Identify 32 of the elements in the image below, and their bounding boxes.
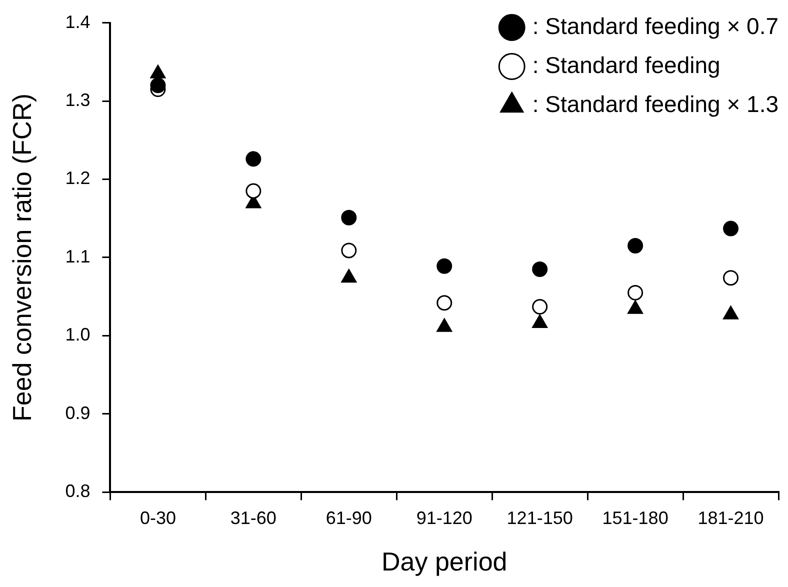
x-axis-title: Day period	[381, 546, 508, 577]
y-tick-label: 1.2	[65, 168, 90, 188]
point	[436, 258, 452, 274]
point	[628, 284, 644, 300]
point	[532, 261, 548, 277]
point	[150, 78, 166, 94]
point	[341, 242, 357, 258]
y-axis-title: Feed conversion ratio (FCR)	[6, 94, 37, 422]
y-tick-label: 1.1	[65, 246, 90, 266]
point	[723, 220, 739, 236]
point	[628, 238, 644, 254]
point	[246, 183, 262, 199]
x-tick-label: 181-210	[698, 508, 764, 528]
x-tick-label: 0-30	[140, 508, 176, 528]
x-tick-label: 151-180	[602, 508, 668, 528]
x-tick-label: 31-60	[230, 508, 276, 528]
point	[341, 210, 357, 226]
y-tick-label: 1.3	[65, 90, 90, 110]
x-tick-label: 61-90	[326, 508, 372, 528]
legend-label: : Standard feeding × 0.7	[532, 12, 779, 39]
x-tick-label: 121-150	[506, 508, 573, 528]
y-tick-label: 1.4	[65, 12, 90, 32]
legend-label: : Standard feeding	[532, 52, 720, 78]
x-tick-label: 91-120	[416, 508, 472, 528]
point	[532, 299, 548, 315]
y-tick-label: 0.8	[65, 481, 90, 502]
point	[246, 151, 262, 167]
legend-label: : Standard feeding × 1.3	[532, 90, 779, 117]
point	[723, 270, 739, 286]
y-tick-label: 1.0	[65, 324, 90, 345]
y-tick-label: 0.9	[65, 402, 90, 423]
point	[436, 295, 452, 311]
